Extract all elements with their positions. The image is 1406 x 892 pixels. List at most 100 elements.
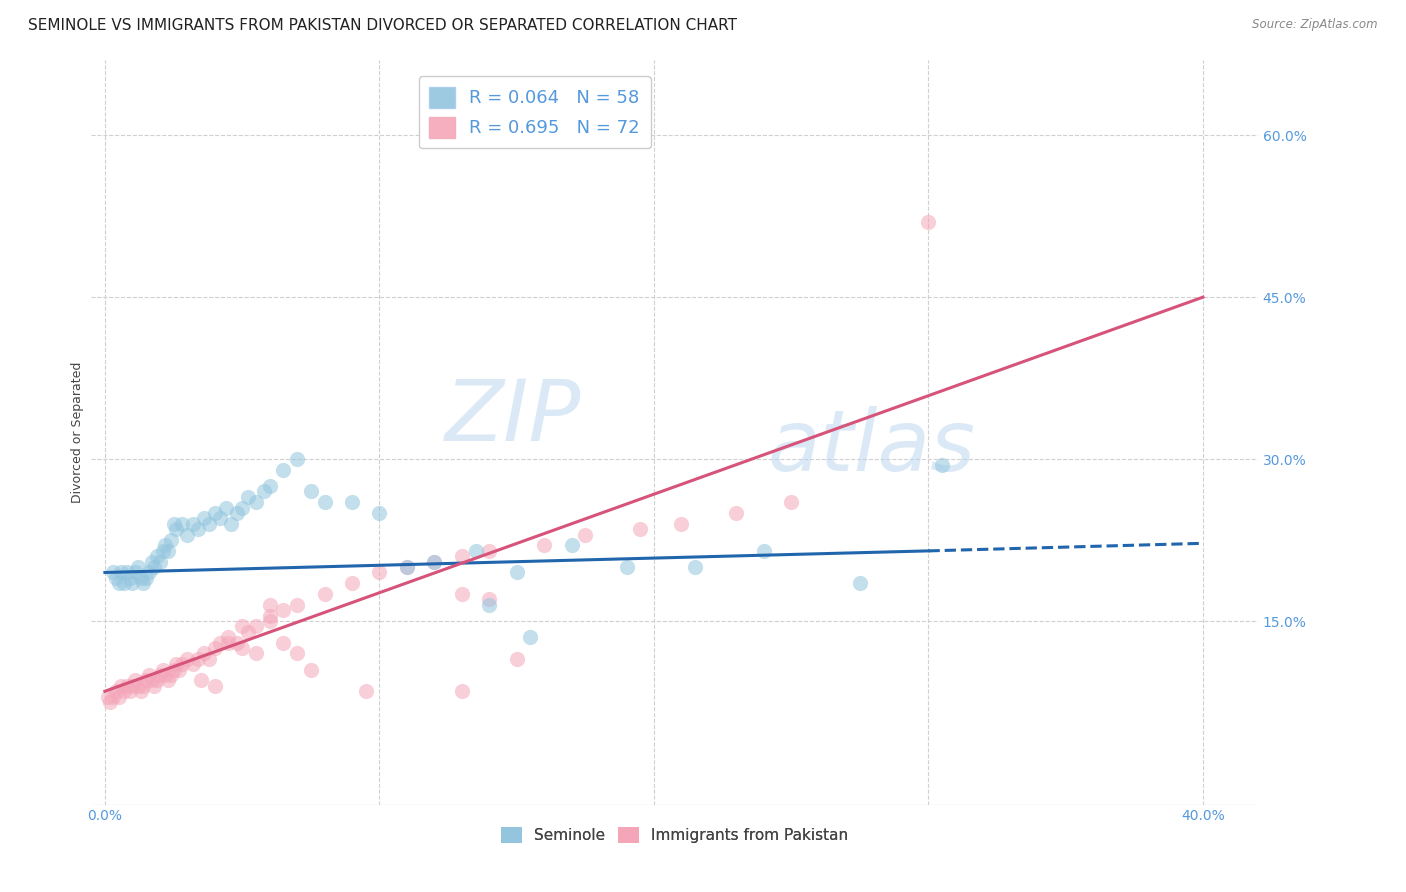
Point [187, 522, 209, 536]
Point [285, 598, 308, 612]
Point [217, 635, 239, 649]
Point [273, 635, 295, 649]
Point [129, 684, 152, 698]
Text: ZIP: ZIP [444, 376, 581, 458]
Point [725, 506, 748, 520]
Point [450, 684, 472, 698]
Point [107, 690, 129, 704]
Point [152, 544, 174, 558]
Point [157, 544, 180, 558]
Point [118, 571, 141, 585]
Point [112, 684, 135, 698]
Point [165, 522, 187, 536]
Point [245, 647, 267, 661]
Point [478, 544, 501, 558]
Point [129, 571, 152, 585]
Point [176, 652, 198, 666]
Point [259, 614, 281, 628]
Point [683, 560, 706, 574]
Point [107, 576, 129, 591]
Point [101, 690, 124, 704]
Point [198, 652, 221, 666]
Point [124, 566, 146, 580]
Point [118, 684, 141, 698]
Point [236, 490, 259, 504]
Point [259, 479, 281, 493]
Point [395, 560, 418, 574]
Point [215, 500, 238, 515]
Point [478, 592, 501, 607]
Point [190, 673, 212, 688]
Point [917, 214, 939, 228]
Point [340, 495, 363, 509]
Point [167, 663, 190, 677]
Point [259, 598, 281, 612]
Point [97, 690, 120, 704]
Point [299, 484, 322, 499]
Point [931, 458, 953, 472]
Point [100, 695, 122, 709]
Point [340, 576, 363, 591]
Y-axis label: Divorced or Separated: Divorced or Separated [72, 361, 84, 503]
Text: Source: ZipAtlas.com: Source: ZipAtlas.com [1253, 18, 1378, 31]
Point [132, 576, 155, 591]
Point [104, 571, 127, 585]
Point [273, 463, 295, 477]
Point [209, 635, 232, 649]
Point [159, 668, 181, 682]
Point [478, 598, 501, 612]
Point [155, 668, 177, 682]
Point [121, 679, 143, 693]
Point [314, 587, 336, 601]
Point [245, 619, 267, 633]
Point [236, 624, 259, 639]
Point [101, 566, 124, 580]
Point [231, 641, 253, 656]
Point [135, 673, 157, 688]
Point [143, 560, 166, 574]
Point [124, 673, 146, 688]
Point [299, 663, 322, 677]
Point [780, 495, 803, 509]
Point [533, 539, 555, 553]
Point [314, 495, 336, 509]
Point [354, 684, 377, 698]
Point [209, 511, 232, 525]
Point [464, 544, 486, 558]
Point [561, 539, 583, 553]
Point [628, 522, 651, 536]
Point [505, 652, 527, 666]
Point [219, 516, 242, 531]
Point [519, 630, 541, 644]
Point [110, 679, 132, 693]
Point [157, 673, 180, 688]
Point [162, 663, 184, 677]
Point [141, 673, 163, 688]
Point [181, 516, 204, 531]
Point [170, 516, 193, 531]
Point [127, 679, 149, 693]
Point [121, 576, 143, 591]
Point [368, 506, 391, 520]
Point [159, 533, 181, 547]
Point [245, 495, 267, 509]
Point [193, 647, 215, 661]
Point [162, 516, 184, 531]
Point [146, 549, 169, 564]
Point [285, 452, 308, 467]
Point [253, 484, 276, 499]
Point [423, 555, 446, 569]
Point [368, 566, 391, 580]
Point [176, 527, 198, 541]
Point [127, 560, 149, 574]
Text: SEMINOLE VS IMMIGRANTS FROM PAKISTAN DIVORCED OR SEPARATED CORRELATION CHART: SEMINOLE VS IMMIGRANTS FROM PAKISTAN DIV… [28, 18, 737, 33]
Point [146, 673, 169, 688]
Point [170, 657, 193, 672]
Point [152, 663, 174, 677]
Point [135, 571, 157, 585]
Point [450, 549, 472, 564]
Point [165, 657, 187, 672]
Point [138, 566, 160, 580]
Point [616, 560, 638, 574]
Point [849, 576, 872, 591]
